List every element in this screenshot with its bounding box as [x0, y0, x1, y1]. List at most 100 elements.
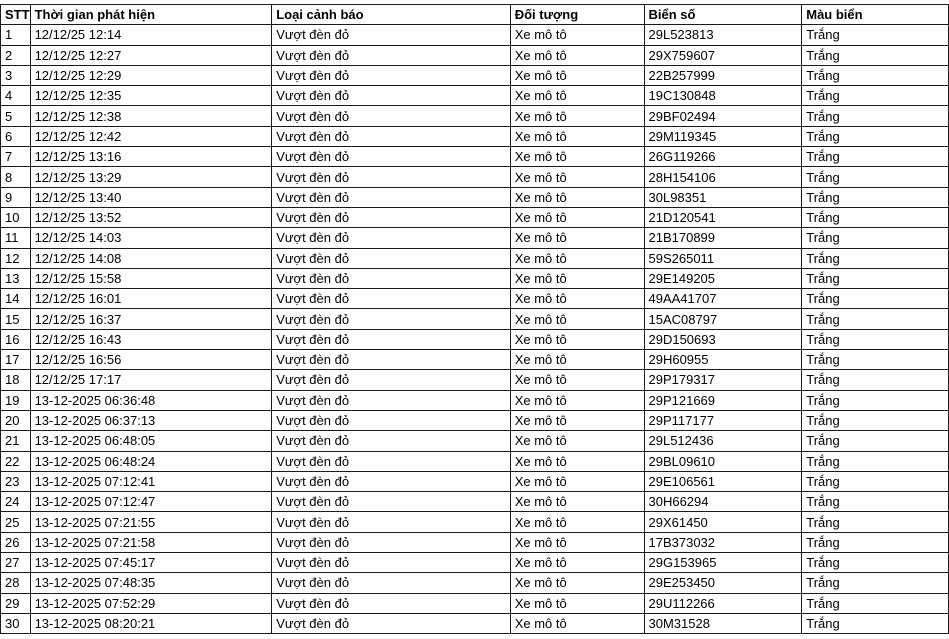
vehicle-type-cell[interactable]: Xe mô tô [509, 552, 645, 574]
plate-color-cell[interactable]: Trắng [801, 24, 949, 46]
time-cell[interactable]: 13-12-2025 07:12:47 [29, 491, 273, 513]
vehicle-type-cell[interactable]: Xe mô tô [509, 369, 645, 391]
alert-type-cell[interactable]: Vượt đèn đỏ [271, 552, 511, 574]
time-cell[interactable]: 12/12/25 12:14 [29, 24, 273, 46]
time-cell[interactable]: 12/12/25 12:27 [29, 44, 273, 66]
time-cell[interactable]: 12/12/25 13:29 [29, 166, 273, 188]
time-cell[interactable]: 12/12/25 16:56 [29, 349, 273, 371]
plate-number-cell[interactable]: 49AA41707 [643, 288, 803, 310]
plate-number-cell[interactable]: 29BF02494 [643, 105, 803, 127]
time-cell[interactable]: 13-12-2025 07:21:55 [29, 511, 273, 533]
plate-number-cell[interactable]: 29E149205 [643, 267, 803, 290]
plate-color-cell[interactable]: Trắng [801, 531, 949, 554]
vehicle-type-cell[interactable]: Xe mô tô [509, 166, 645, 188]
vehicle-type-cell[interactable]: Xe mô tô [509, 349, 645, 371]
stt-cell[interactable]: 28 [0, 572, 31, 594]
plate-number-cell[interactable]: 15AC08797 [643, 308, 803, 330]
alert-type-cell[interactable]: Vượt đèn đỏ [271, 227, 511, 249]
vehicle-type-cell[interactable]: Xe mô tô [509, 44, 645, 66]
plate-color-cell[interactable]: Trắng [801, 409, 949, 432]
plate-color-cell[interactable]: Trắng [801, 328, 949, 351]
time-cell[interactable]: 13-12-2025 07:12:41 [29, 470, 273, 493]
stt-cell[interactable]: 13 [0, 267, 31, 290]
plate-color-cell[interactable]: Trắng [801, 206, 949, 229]
header-alert-type[interactable]: Loại cảnh báo [271, 3, 511, 26]
header-plate-color[interactable]: Màu biển [801, 3, 949, 26]
time-cell[interactable]: 12/12/25 14:08 [29, 247, 273, 269]
alert-type-cell[interactable]: Vượt đèn đỏ [271, 470, 511, 493]
stt-cell[interactable]: 15 [0, 308, 31, 330]
vehicle-type-cell[interactable]: Xe mô tô [509, 247, 645, 269]
vehicle-type-cell[interactable]: Xe mô tô [509, 186, 645, 208]
time-cell[interactable]: 12/12/25 16:37 [29, 308, 273, 330]
plate-number-cell[interactable]: 26G119266 [643, 146, 803, 168]
stt-cell[interactable]: 20 [0, 409, 31, 432]
stt-cell[interactable]: 30 [0, 612, 31, 635]
alert-type-cell[interactable]: Vượt đèn đỏ [271, 85, 511, 107]
plate-number-cell[interactable]: 29X61450 [643, 511, 803, 533]
plate-number-cell[interactable]: 29L523813 [643, 24, 803, 46]
time-cell[interactable]: 13-12-2025 07:52:29 [29, 592, 273, 614]
vehicle-type-cell[interactable]: Xe mô tô [509, 511, 645, 533]
plate-number-cell[interactable]: 21D120541 [643, 206, 803, 229]
plate-color-cell[interactable]: Trắng [801, 288, 949, 310]
stt-cell[interactable]: 9 [0, 186, 31, 208]
vehicle-type-cell[interactable]: Xe mô tô [509, 105, 645, 127]
time-cell[interactable]: 12/12/25 12:38 [29, 105, 273, 127]
alert-type-cell[interactable]: Vượt đèn đỏ [271, 328, 511, 351]
vehicle-type-cell[interactable]: Xe mô tô [509, 227, 645, 249]
vehicle-type-cell[interactable]: Xe mô tô [509, 206, 645, 229]
stt-cell[interactable]: 11 [0, 227, 31, 249]
alert-type-cell[interactable]: Vượt đèn đỏ [271, 592, 511, 614]
plate-color-cell[interactable]: Trắng [801, 511, 949, 533]
stt-cell[interactable]: 22 [0, 450, 31, 472]
header-detection-time[interactable]: Thời gian phát hiện [29, 3, 273, 26]
vehicle-type-cell[interactable]: Xe mô tô [509, 125, 645, 148]
alert-type-cell[interactable]: Vượt đèn đỏ [271, 511, 511, 533]
plate-number-cell[interactable]: 29U112266 [643, 592, 803, 614]
time-cell[interactable]: 12/12/25 12:42 [29, 125, 273, 148]
vehicle-type-cell[interactable]: Xe mô tô [509, 430, 645, 452]
time-cell[interactable]: 13-12-2025 07:48:35 [29, 572, 273, 594]
plate-color-cell[interactable]: Trắng [801, 470, 949, 493]
vehicle-type-cell[interactable]: Xe mô tô [509, 85, 645, 107]
stt-cell[interactable]: 2 [0, 44, 31, 66]
alert-type-cell[interactable]: Vượt đèn đỏ [271, 612, 511, 635]
vehicle-type-cell[interactable]: Xe mô tô [509, 146, 645, 168]
plate-color-cell[interactable]: Trắng [801, 146, 949, 168]
plate-color-cell[interactable]: Trắng [801, 44, 949, 66]
plate-color-cell[interactable]: Trắng [801, 64, 949, 87]
vehicle-type-cell[interactable]: Xe mô tô [509, 267, 645, 290]
stt-cell[interactable]: 25 [0, 511, 31, 533]
stt-cell[interactable]: 8 [0, 166, 31, 188]
plate-number-cell[interactable]: 29P179317 [643, 369, 803, 391]
vehicle-type-cell[interactable]: Xe mô tô [509, 531, 645, 554]
stt-cell[interactable]: 7 [0, 146, 31, 168]
alert-type-cell[interactable]: Vượt đèn đỏ [271, 531, 511, 554]
vehicle-type-cell[interactable]: Xe mô tô [509, 491, 645, 513]
vehicle-type-cell[interactable]: Xe mô tô [509, 592, 645, 614]
plate-number-cell[interactable]: 29BL09610 [643, 450, 803, 472]
vehicle-type-cell[interactable]: Xe mô tô [509, 24, 645, 46]
plate-color-cell[interactable]: Trắng [801, 450, 949, 472]
stt-cell[interactable]: 21 [0, 430, 31, 452]
plate-color-cell[interactable]: Trắng [801, 430, 949, 452]
stt-cell[interactable]: 26 [0, 531, 31, 554]
header-vehicle-type[interactable]: Đối tượng [509, 3, 645, 26]
stt-cell[interactable]: 12 [0, 247, 31, 269]
plate-color-cell[interactable]: Trắng [801, 105, 949, 127]
alert-type-cell[interactable]: Vượt đèn đỏ [271, 267, 511, 290]
alert-type-cell[interactable]: Vượt đèn đỏ [271, 288, 511, 310]
plate-number-cell[interactable]: 28H154106 [643, 166, 803, 188]
plate-number-cell[interactable]: 29P121669 [643, 389, 803, 411]
time-cell[interactable]: 13-12-2025 06:37:13 [29, 409, 273, 432]
time-cell[interactable]: 12/12/25 16:01 [29, 288, 273, 310]
plate-color-cell[interactable]: Trắng [801, 308, 949, 330]
plate-color-cell[interactable]: Trắng [801, 552, 949, 574]
plate-number-cell[interactable]: 19C130848 [643, 85, 803, 107]
time-cell[interactable]: 12/12/25 12:35 [29, 85, 273, 107]
plate-number-cell[interactable]: 29X759607 [643, 44, 803, 66]
vehicle-type-cell[interactable]: Xe mô tô [509, 409, 645, 432]
plate-color-cell[interactable]: Trắng [801, 125, 949, 148]
stt-cell[interactable]: 23 [0, 470, 31, 493]
